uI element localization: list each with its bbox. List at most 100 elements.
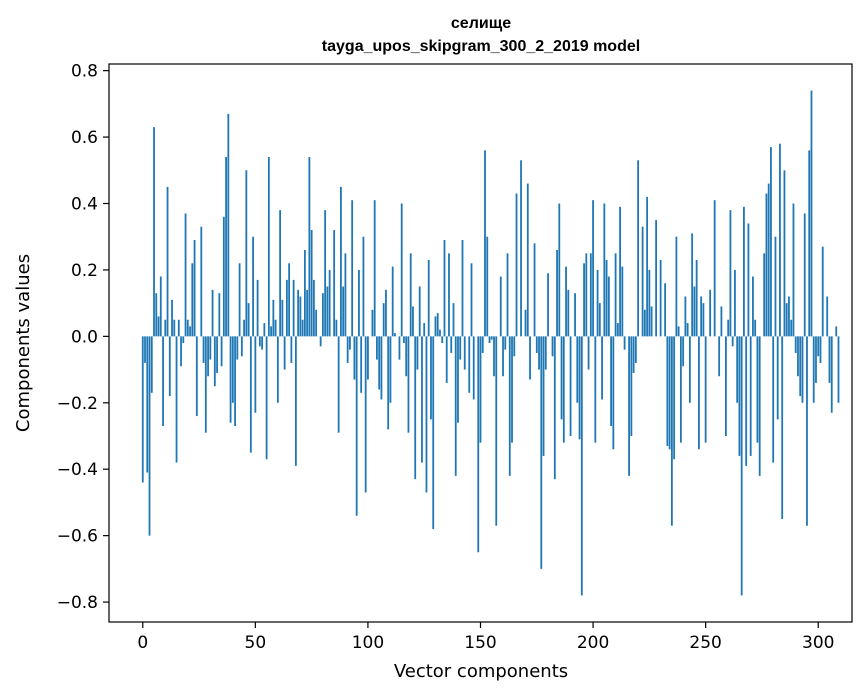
bar — [738, 336, 741, 456]
bar — [529, 336, 531, 380]
bar — [479, 336, 482, 443]
bar — [702, 303, 705, 337]
bar — [358, 269, 360, 337]
bar — [547, 273, 549, 337]
bar — [598, 303, 601, 337]
bar — [216, 336, 218, 373]
y-tick-label: 0.6 — [71, 128, 98, 148]
bar — [484, 150, 486, 337]
bar — [326, 286, 329, 337]
bar — [655, 220, 658, 337]
bar — [380, 336, 383, 400]
bar — [310, 230, 313, 337]
bar — [459, 336, 462, 360]
bar — [765, 193, 768, 337]
bar — [328, 269, 331, 337]
bar — [709, 289, 712, 337]
bar — [650, 306, 653, 337]
bar — [254, 336, 257, 413]
bar — [553, 336, 556, 480]
bar — [445, 336, 448, 383]
bar — [155, 293, 158, 337]
x-tick-label: 0 — [137, 633, 148, 653]
bar — [542, 336, 545, 456]
bar — [416, 336, 419, 370]
bar — [628, 336, 630, 476]
bar — [477, 336, 480, 553]
bar — [335, 319, 338, 337]
bar — [506, 253, 509, 337]
bar — [344, 253, 347, 337]
bar — [414, 336, 417, 480]
bar — [349, 336, 351, 350]
bar — [596, 269, 599, 337]
bar — [691, 233, 694, 337]
bar — [758, 336, 761, 476]
bar — [364, 336, 367, 493]
bar — [551, 336, 554, 357]
bar — [612, 336, 615, 450]
bar — [425, 336, 428, 493]
bar — [337, 336, 340, 433]
bar — [729, 210, 732, 337]
bar — [752, 276, 754, 337]
bar — [686, 323, 689, 337]
bar — [801, 336, 804, 403]
bar — [713, 200, 716, 337]
bar — [819, 336, 822, 363]
bar — [817, 336, 820, 357]
bar — [276, 336, 279, 403]
bar — [743, 206, 745, 337]
bar — [290, 336, 293, 363]
bar — [565, 266, 567, 337]
bar — [213, 336, 216, 387]
bar — [285, 279, 288, 337]
bar — [515, 193, 518, 337]
bar — [385, 289, 387, 337]
bar — [826, 296, 829, 337]
bar — [258, 336, 261, 347]
bar — [486, 236, 489, 337]
bar — [279, 210, 282, 337]
y-tick-label: −0.4 — [57, 460, 98, 480]
bar — [574, 293, 576, 337]
bar — [245, 170, 248, 337]
bar — [520, 160, 522, 337]
bar — [749, 336, 752, 456]
y-tick-label: 0.2 — [71, 261, 98, 281]
bar — [700, 296, 703, 337]
bar — [659, 259, 662, 337]
bar — [436, 313, 439, 337]
bar — [324, 210, 327, 337]
bar — [292, 279, 295, 337]
bar — [621, 266, 624, 337]
bar — [400, 203, 403, 337]
bar — [200, 226, 203, 337]
bar — [560, 336, 563, 420]
bar — [720, 306, 723, 337]
bar — [677, 326, 680, 337]
bar — [146, 336, 149, 473]
bar — [776, 336, 779, 420]
bar — [355, 336, 358, 516]
bar — [767, 183, 770, 337]
chart-title: селище — [451, 15, 511, 32]
bar — [695, 259, 698, 337]
bar — [371, 309, 374, 337]
bar — [409, 253, 412, 337]
bar — [616, 323, 619, 337]
bar — [184, 213, 187, 337]
bar — [432, 336, 435, 529]
bar — [189, 326, 191, 337]
bar — [367, 336, 369, 380]
bar — [828, 336, 831, 383]
bar — [162, 336, 164, 427]
bar — [508, 336, 511, 476]
bar — [288, 263, 291, 337]
bar — [533, 243, 536, 337]
bar — [193, 240, 196, 337]
bar — [265, 336, 268, 460]
bar — [180, 336, 182, 367]
bar — [439, 329, 441, 337]
bar — [321, 293, 324, 337]
